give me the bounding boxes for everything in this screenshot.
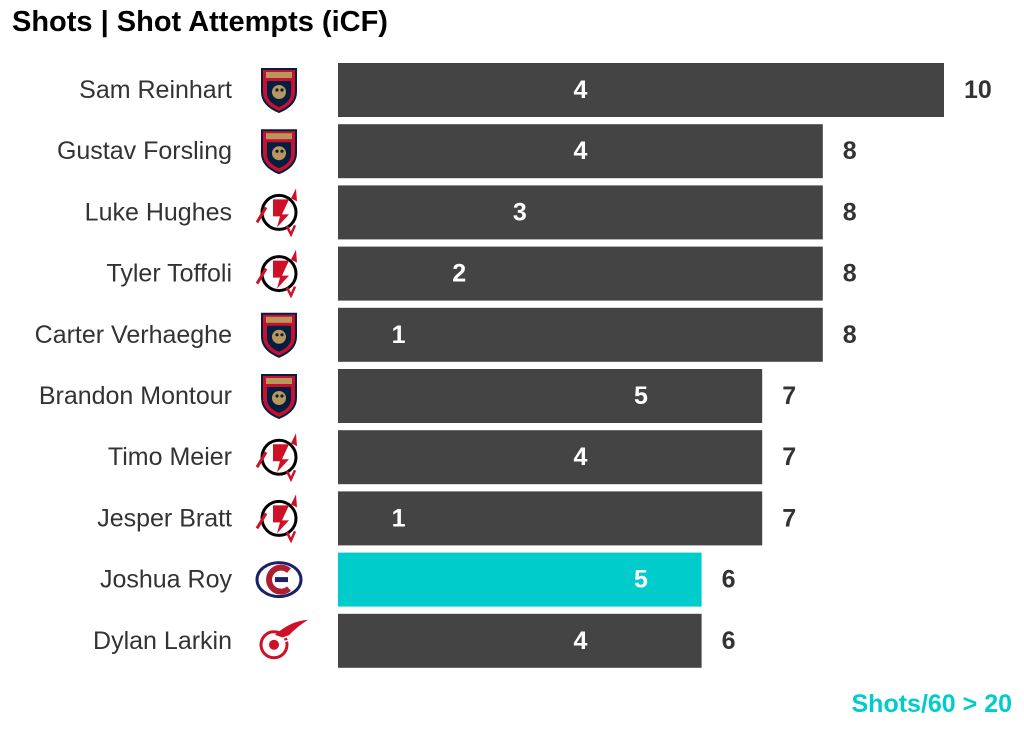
montreal-canadiens-icon: [255, 561, 303, 599]
total-value-label: 10: [964, 76, 992, 104]
player-label: Brandon Montour: [39, 382, 232, 410]
chart-title: Shots | Shot Attempts (iCF): [12, 6, 388, 38]
total-value-label: 8: [843, 198, 857, 226]
bar-row: Gustav Forsling 4 8: [57, 124, 857, 179]
inner-value-label: 4: [573, 76, 587, 104]
player-label: Carter Verhaeghe: [35, 321, 232, 349]
inner-value-label: 5: [634, 382, 648, 410]
player-label: Joshua Roy: [100, 566, 233, 594]
florida-panthers-icon: [261, 312, 297, 358]
inner-value-label: 1: [392, 321, 406, 349]
inner-value-label: 2: [452, 260, 466, 288]
total-value-label: 6: [722, 566, 736, 594]
total-value-label: 7: [782, 504, 796, 532]
bar-row: Brandon Montour 5 7: [39, 369, 796, 423]
bar: [338, 185, 823, 240]
total-value-label: 8: [843, 137, 857, 165]
player-label: Gustav Forsling: [57, 137, 232, 165]
total-value-label: 7: [782, 443, 796, 471]
total-value-label: 7: [782, 382, 796, 410]
florida-panthers-icon: [261, 68, 297, 114]
bar-row: Joshua Roy 5 6: [100, 552, 736, 607]
player-label: Sam Reinhart: [79, 76, 232, 104]
player-label: Jesper Bratt: [97, 504, 232, 532]
player-label: Tyler Toffoli: [106, 260, 232, 288]
bar: [338, 491, 763, 546]
new-jersey-devils-icon: [255, 494, 298, 544]
player-label: Dylan Larkin: [93, 627, 232, 655]
new-jersey-devils-icon: [255, 433, 298, 483]
inner-value-label: 5: [634, 566, 648, 594]
bar-row: Luke Hughes 3 8: [85, 185, 857, 240]
bar: [338, 63, 944, 117]
bar-row: Carter Verhaeghe 1 8: [35, 307, 857, 362]
player-label: Timo Meier: [108, 443, 232, 471]
bar-row: Sam Reinhart 4 10: [79, 63, 992, 117]
bar-row: Tyler Toffoli 2 8: [106, 246, 857, 301]
new-jersey-devils-icon: [255, 188, 298, 238]
bar-row: Jesper Bratt 1 7: [97, 491, 796, 546]
bar-row: Dylan Larkin 4 6: [93, 613, 736, 668]
new-jersey-devils-icon: [255, 249, 298, 299]
detroit-red-wings-icon: [259, 619, 308, 660]
bar: [338, 307, 823, 362]
player-label: Luke Hughes: [85, 198, 232, 226]
bar: [338, 613, 702, 668]
inner-value-label: 3: [513, 198, 527, 226]
bar-row: Timo Meier 4 7: [108, 430, 796, 485]
inner-value-label: 4: [573, 627, 587, 655]
inner-value-label: 4: [573, 443, 587, 471]
total-value-label: 8: [843, 321, 857, 349]
bar: [338, 369, 763, 423]
bar: [338, 430, 763, 485]
florida-panthers-icon: [261, 374, 297, 420]
bar: [338, 124, 823, 179]
total-value-label: 8: [843, 260, 857, 288]
footnote: Shots/60 > 20: [851, 690, 1013, 718]
inner-value-label: 1: [392, 504, 406, 532]
total-value-label: 6: [722, 627, 736, 655]
inner-value-label: 4: [573, 137, 587, 165]
florida-panthers-icon: [261, 129, 297, 175]
bar: [338, 246, 823, 301]
bar-highlighted: [338, 552, 702, 607]
